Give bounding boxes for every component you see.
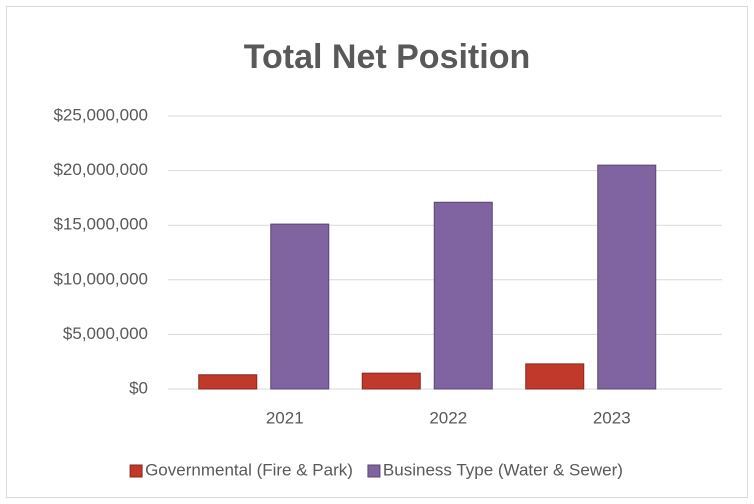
legend-label: Business Type (Water & Sewer)	[383, 460, 623, 479]
chart-title: Total Net Position	[244, 38, 530, 76]
y-tick-label: $15,000,000	[53, 215, 148, 234]
legend-swatch	[367, 464, 381, 478]
y-tick-label: $25,000,000	[53, 105, 148, 124]
y-tick-label: $5,000,000	[63, 324, 148, 343]
bar	[597, 164, 657, 390]
x-tick-label: 2023	[593, 408, 631, 427]
bar	[270, 223, 330, 390]
legend-label: Governmental (Fire & Park)	[145, 460, 353, 479]
bar	[525, 363, 585, 390]
y-tick-label: $0	[129, 378, 148, 397]
legend-swatch	[129, 464, 143, 478]
x-tick-label: 2022	[429, 408, 467, 427]
bar	[433, 201, 493, 390]
bar	[198, 374, 258, 390]
bar	[361, 372, 421, 390]
x-tick-label: 2021	[266, 408, 304, 427]
y-tick-label: $20,000,000	[53, 160, 148, 179]
y-tick-label: $10,000,000	[53, 269, 148, 288]
